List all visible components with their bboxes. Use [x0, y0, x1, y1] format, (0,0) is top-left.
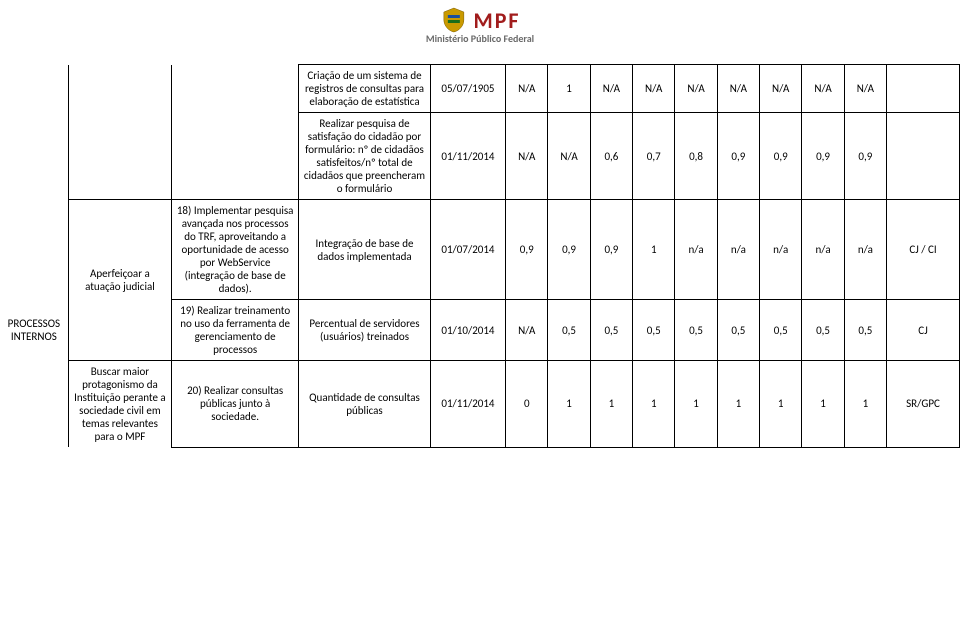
cell-value: 1	[548, 361, 590, 448]
cell-process	[0, 361, 68, 448]
cell-process	[0, 200, 68, 300]
cell-responsible	[887, 113, 960, 200]
cell-value: 1	[633, 361, 675, 448]
cell-value: N/A	[590, 65, 632, 113]
cell-value: 1	[675, 361, 717, 448]
cell-value: 1	[590, 361, 632, 448]
cell-value: 0,5	[590, 300, 632, 361]
cell-value: N/A	[506, 300, 548, 361]
cell-value: 0	[506, 361, 548, 448]
cell-value: 1	[802, 361, 844, 448]
cell-value: 1	[760, 361, 802, 448]
page: MPF Ministério Público Federal Criação d…	[0, 0, 960, 633]
cell-value: 0,5	[675, 300, 717, 361]
data-table: Criação de um sistema de registros de co…	[0, 64, 960, 448]
cell-value: N/A	[506, 65, 548, 113]
cell-value: 0,9	[760, 113, 802, 200]
cell-value: N/A	[548, 113, 590, 200]
cell-objective: Aperfeiçoar a atuação judicial	[68, 200, 171, 361]
cell-value: 1	[633, 200, 675, 300]
cell-process: PROCESSOS INTERNOS	[0, 300, 68, 361]
cell-value: 0,9	[548, 200, 590, 300]
cell-value: 0,5	[548, 300, 590, 361]
cell-action: 20) Realizar consultas públicas junto à …	[172, 361, 299, 448]
cell-value: N/A	[675, 65, 717, 113]
cell-value: N/A	[760, 65, 802, 113]
cell-action	[172, 113, 299, 200]
cell-value: n/a	[717, 200, 759, 300]
cell-value: 0,9	[506, 200, 548, 300]
cell-process	[0, 65, 68, 113]
cell-action: 19) Realizar treinamento no uso da ferra…	[172, 300, 299, 361]
cell-date: 01/11/2014	[430, 113, 505, 200]
cell-responsible: SR/GPC	[887, 361, 960, 448]
cell-value: 0,5	[844, 300, 886, 361]
cell-responsible	[887, 65, 960, 113]
cell-value: 0,9	[717, 113, 759, 200]
cell-value: 0,9	[844, 113, 886, 200]
table-body: Criação de um sistema de registros de co…	[0, 65, 960, 448]
cell-objective: Buscar maior protagonismo da Instituição…	[68, 361, 171, 448]
cell-value: n/a	[675, 200, 717, 300]
table-row: Aperfeiçoar a atuação judicial18) Implem…	[0, 200, 960, 300]
cell-process	[0, 113, 68, 200]
cell-value: N/A	[802, 65, 844, 113]
cell-action	[172, 65, 299, 113]
cell-value: N/A	[844, 65, 886, 113]
cell-value: 1	[548, 65, 590, 113]
cell-value: n/a	[760, 200, 802, 300]
cell-indicator: Quantidade de consultas públicas	[299, 361, 431, 448]
header-logo: MPF Ministério Público Federal	[426, 6, 534, 45]
table-row: Buscar maior protagonismo da Instituição…	[0, 361, 960, 448]
mpf-shield-icon	[439, 6, 467, 34]
cell-date: 01/07/2014	[430, 200, 505, 300]
logo-text: MPF	[473, 7, 520, 34]
cell-value: N/A	[633, 65, 675, 113]
logo-subtitle: Ministério Público Federal	[426, 32, 534, 45]
cell-value: 1	[844, 361, 886, 448]
cell-date: 01/11/2014	[430, 361, 505, 448]
logo-row: MPF	[426, 6, 534, 34]
cell-date: 05/07/1905	[430, 65, 505, 113]
table-row: Criação de um sistema de registros de co…	[0, 65, 960, 113]
cell-value: 0,9	[802, 113, 844, 200]
cell-value: 0,5	[633, 300, 675, 361]
cell-value: 0,7	[633, 113, 675, 200]
cell-value: 0,5	[802, 300, 844, 361]
cell-objective	[68, 113, 171, 200]
cell-value: 1	[717, 361, 759, 448]
cell-indicator: Criação de um sistema de registros de co…	[299, 65, 431, 113]
cell-value: 0,8	[675, 113, 717, 200]
table-row: Realizar pesquisa de satisfação do cidad…	[0, 113, 960, 200]
cell-value: 0,5	[717, 300, 759, 361]
cell-indicator: Integração de base de dados implementada	[299, 200, 431, 300]
cell-indicator: Percentual de servidores (usuários) trei…	[299, 300, 431, 361]
cell-value: N/A	[717, 65, 759, 113]
cell-action: 18) Implementar pesquisa avançada nos pr…	[172, 200, 299, 300]
cell-responsible: CJ	[887, 300, 960, 361]
cell-value: 0,9	[590, 200, 632, 300]
cell-value: 0,6	[590, 113, 632, 200]
cell-indicator: Realizar pesquisa de satisfação do cidad…	[299, 113, 431, 200]
cell-value: N/A	[506, 113, 548, 200]
cell-date: 01/10/2014	[430, 300, 505, 361]
cell-value: n/a	[844, 200, 886, 300]
cell-value: n/a	[802, 200, 844, 300]
cell-value: 0,5	[760, 300, 802, 361]
cell-objective	[68, 65, 171, 113]
cell-responsible: CJ / CI	[887, 200, 960, 300]
